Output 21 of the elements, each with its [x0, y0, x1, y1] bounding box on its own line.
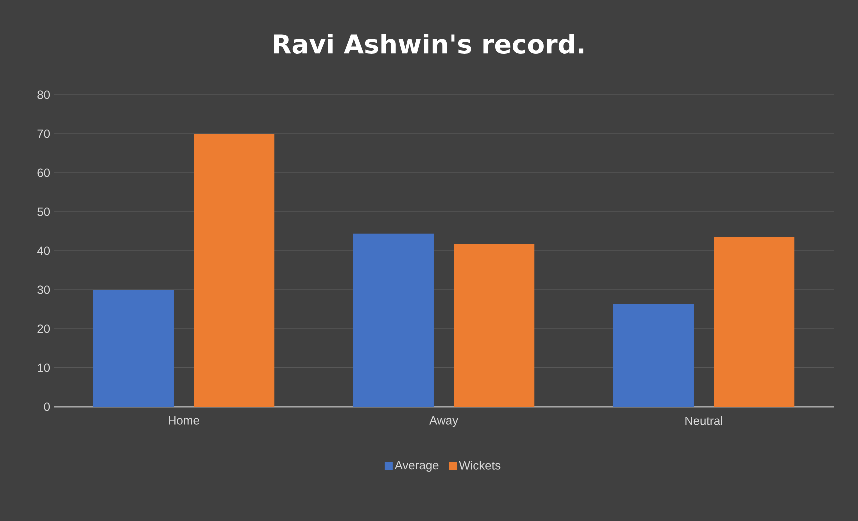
bar — [353, 234, 434, 407]
y-tick-label: 80 — [38, 90, 50, 100]
y-tick-label: 40 — [37, 246, 50, 256]
y-tick-label: 60 — [38, 168, 50, 178]
bar — [93, 290, 174, 407]
bar — [613, 304, 694, 407]
y-tick-label: 70 — [38, 130, 50, 138]
x-tick-label: Home — [169, 416, 200, 425]
legend-label: Average — [394, 461, 439, 472]
x-tick-label: Away — [430, 416, 458, 428]
x-tick-label: Neutral — [686, 416, 722, 426]
bar — [454, 244, 535, 407]
y-tick-label: 0 — [44, 402, 50, 412]
y-tick-label: 50 — [38, 208, 50, 216]
legend-label: Wickets — [459, 461, 501, 470]
bar — [714, 236, 795, 407]
y-tick-label: 10 — [38, 364, 50, 372]
y-tick-label: 30 — [38, 286, 50, 294]
y-tick-label: 20 — [38, 324, 50, 334]
chart-title: Ravi Ashwin's record. — [274, 34, 584, 54]
bar — [194, 134, 275, 407]
